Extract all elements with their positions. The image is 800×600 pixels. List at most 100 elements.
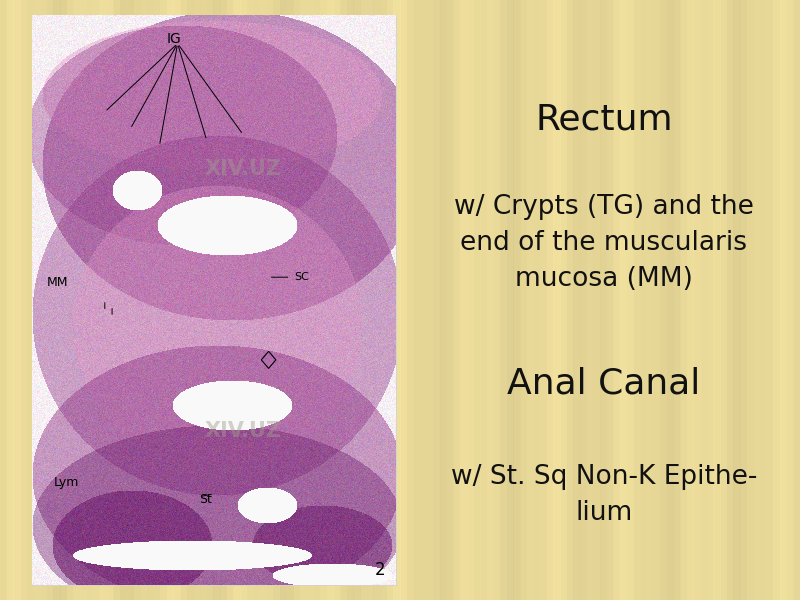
Bar [14,0,21,600]
Bar [60,0,67,600]
Bar [294,0,301,600]
Bar [434,0,441,600]
Bar [460,0,467,600]
Text: MM: MM [46,277,68,289]
Bar [654,0,661,600]
Bar [300,0,307,600]
Bar [240,0,247,600]
Bar [726,0,734,600]
Bar [546,0,554,600]
Bar [340,0,347,600]
Bar [254,0,261,600]
Bar [220,0,227,600]
Bar [426,0,434,600]
Bar [500,0,507,600]
Bar [186,0,194,600]
Bar [540,0,547,600]
Bar [454,0,461,600]
Bar [374,0,381,600]
Bar [700,0,707,600]
Bar [474,0,481,600]
Bar [246,0,254,600]
Text: Rectum: Rectum [535,103,673,137]
Bar [80,0,87,600]
Bar [766,0,774,600]
Bar [206,0,214,600]
Bar [66,0,74,600]
Bar [526,0,534,600]
Text: XIV.UZ: XIV.UZ [205,421,282,441]
Bar [46,0,54,600]
Bar [100,0,107,600]
Bar [26,0,34,600]
Bar [346,0,354,600]
Text: IG: IG [166,32,182,46]
Bar [780,0,787,600]
Bar [586,0,594,600]
Bar [446,0,454,600]
Bar [140,0,147,600]
Bar [506,0,514,600]
Bar [106,0,114,600]
Bar [666,0,674,600]
Bar [86,0,94,600]
Bar [660,0,667,600]
Bar [200,0,207,600]
Bar [754,0,761,600]
Bar [326,0,334,600]
Bar [714,0,721,600]
Text: Lym: Lym [54,476,79,489]
Bar [600,0,607,600]
Bar [400,0,407,600]
Bar [320,0,327,600]
Bar [314,0,321,600]
Text: SC: SC [294,272,309,282]
Bar [746,0,754,600]
Bar [694,0,701,600]
Bar [360,0,367,600]
Bar [794,0,800,600]
Bar [174,0,181,600]
Bar [606,0,614,600]
Text: Anal Canal: Anal Canal [507,367,701,401]
Text: w/ St. Sq Non-K Epithe-
lium: w/ St. Sq Non-K Epithe- lium [451,464,757,526]
Bar [686,0,694,600]
Bar [54,0,61,600]
Bar [640,0,647,600]
Bar [74,0,81,600]
Bar [786,0,794,600]
Bar [266,0,274,600]
Bar [394,0,401,600]
Bar [34,0,41,600]
Bar [554,0,561,600]
Bar [180,0,187,600]
Bar [40,0,47,600]
Bar [134,0,141,600]
Text: St: St [199,493,212,506]
Bar [440,0,447,600]
Bar [760,0,767,600]
Bar [380,0,387,600]
Bar [280,0,287,600]
Bar [574,0,581,600]
Bar [680,0,687,600]
Bar [740,0,747,600]
Bar [560,0,567,600]
Bar [160,0,167,600]
Bar [580,0,587,600]
Bar [0,0,7,600]
Text: 2: 2 [374,562,385,580]
Bar [214,0,221,600]
Bar [566,0,574,600]
Bar [286,0,294,600]
Bar [306,0,314,600]
Bar [774,0,781,600]
Bar [706,0,714,600]
Bar [480,0,487,600]
Bar [154,0,161,600]
Bar [720,0,727,600]
Bar [126,0,134,600]
Bar [514,0,521,600]
Bar [520,0,527,600]
Bar [334,0,341,600]
